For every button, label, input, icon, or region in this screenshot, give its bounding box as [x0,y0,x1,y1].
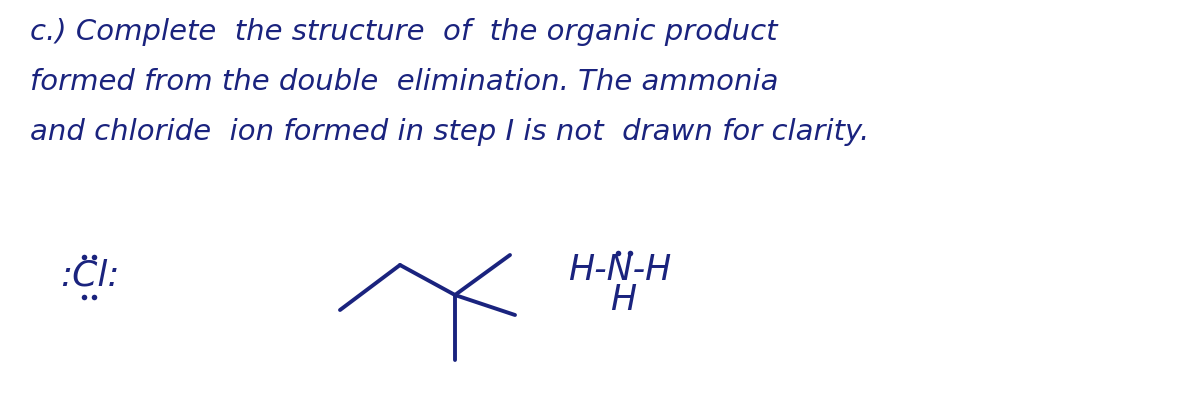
Text: formed from the double  elimination. The ammonia: formed from the double elimination. The … [30,68,779,96]
Text: c.) Complete  the structure  of  the organic product: c.) Complete the structure of the organi… [30,18,778,46]
Text: and chloride  ion formed in step I is not  drawn for clarity.: and chloride ion formed in step I is not… [30,118,869,146]
Text: :Cl:: :Cl: [60,258,120,292]
Text: H: H [610,283,636,317]
Text: H-N-H: H-N-H [569,253,672,287]
